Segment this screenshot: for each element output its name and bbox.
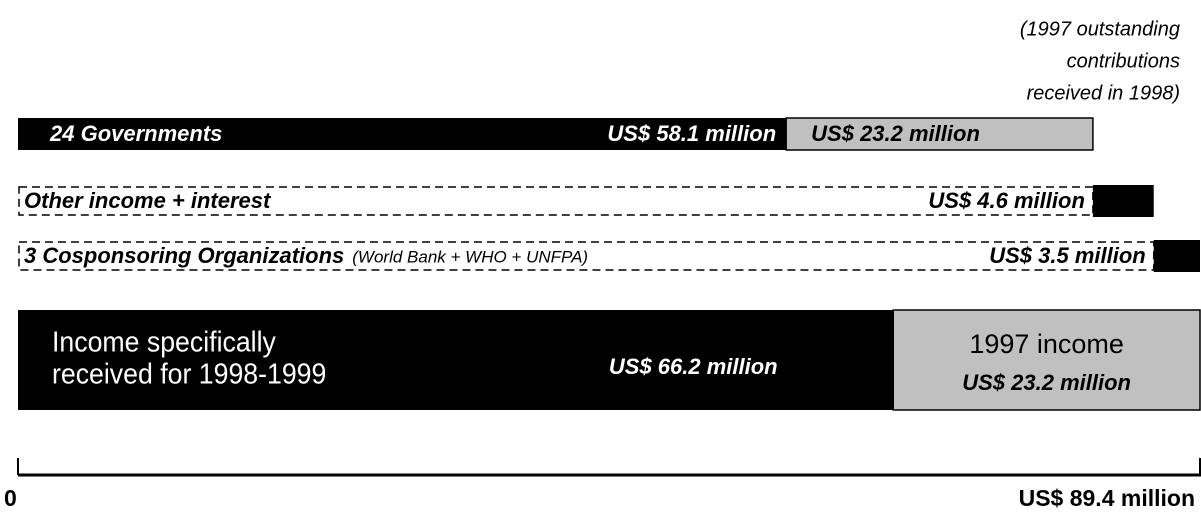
- bar-segment: [18, 310, 894, 410]
- row-label: 3 Cosponsoring Organizations: [24, 243, 344, 268]
- annotation: received in 1998): [1027, 82, 1180, 104]
- value-label: US$ 3.5 million: [989, 243, 1146, 268]
- annotation: (1997 outstanding: [1020, 18, 1180, 40]
- row-label: Other income + interest: [24, 188, 272, 213]
- x-tick-label: 0: [4, 485, 17, 511]
- dashed-base: [18, 186, 1094, 216]
- row-label: Income specifically: [52, 326, 276, 358]
- value-label: US$ 23.2 million: [811, 121, 980, 146]
- bar-segment: [892, 309, 1201, 411]
- bar-segment: [1092, 185, 1154, 217]
- bar-segment: [18, 118, 787, 150]
- value-label: US$ 58.1 million: [607, 121, 776, 146]
- value-label: US$ 4.6 million: [928, 188, 1085, 213]
- value-label: US$ 23.2 million: [962, 370, 1131, 395]
- x-tick-label: US$ 89.4 million: [1019, 485, 1195, 511]
- row-label: 24 Governments: [49, 121, 222, 146]
- value-label: US$ 66.2 million: [609, 354, 778, 379]
- bar-segment: [785, 117, 1094, 151]
- segment-header: 1997 income: [969, 329, 1124, 359]
- bar-segment: [1153, 240, 1200, 272]
- annotation: contributions: [1067, 50, 1180, 72]
- row-label: received for 1998-1999: [52, 358, 326, 390]
- row-note: (World Bank + WHO + UNFPA): [352, 247, 588, 266]
